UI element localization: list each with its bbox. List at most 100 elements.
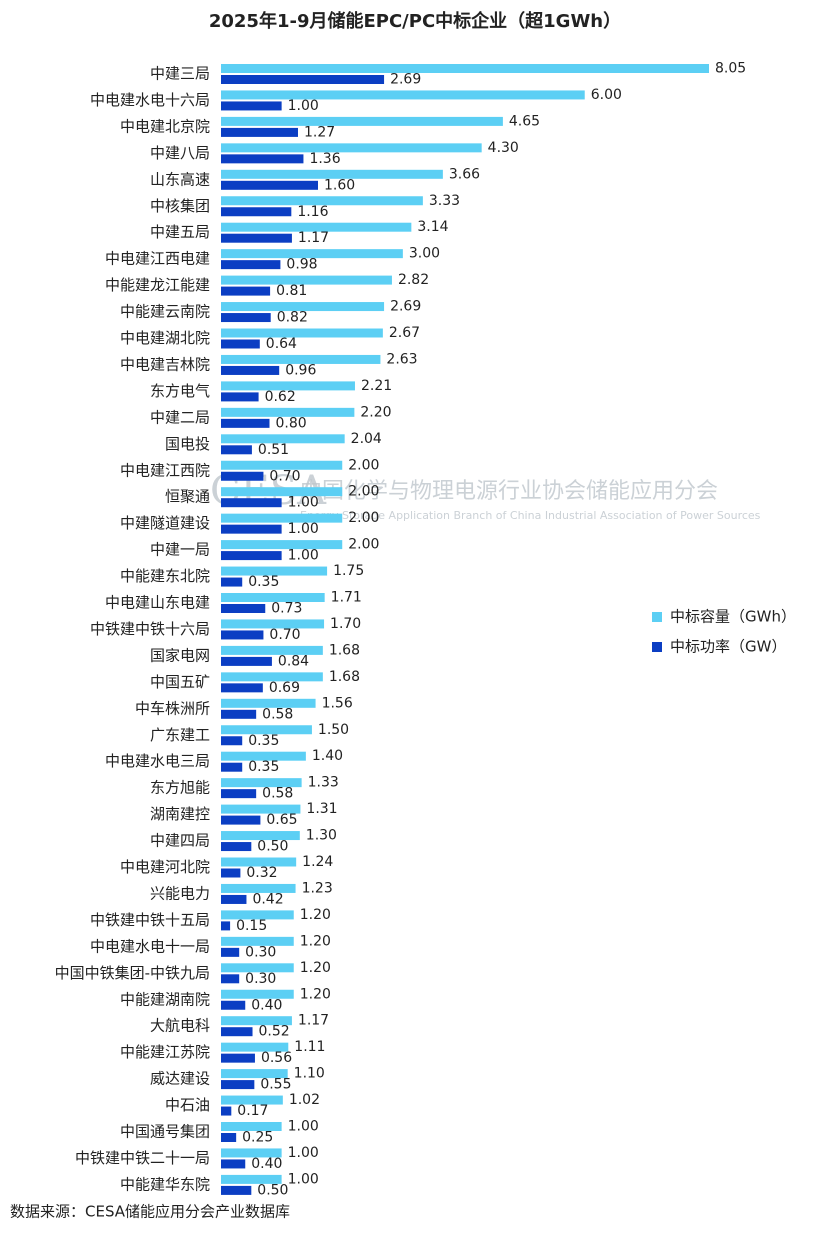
bar xyxy=(221,936,294,946)
watermark-name: 中国化学与物理电源行业协会储能应用分会 xyxy=(300,479,718,504)
source-note: 数据来源：CESA储能应用分会产业数据库 xyxy=(10,1203,290,1221)
value-label: 6.00 xyxy=(591,87,622,103)
bar xyxy=(221,540,343,550)
bar xyxy=(221,286,271,296)
bar xyxy=(221,260,281,270)
value-label: 1.40 xyxy=(312,748,343,764)
bar xyxy=(221,857,297,867)
bar xyxy=(221,709,257,719)
bar xyxy=(221,762,243,772)
bar xyxy=(221,683,263,693)
value-label: 4.65 xyxy=(509,113,540,129)
bar xyxy=(221,619,325,629)
value-label: 0.42 xyxy=(252,891,283,907)
value-label: 0.25 xyxy=(242,1130,273,1146)
bar xyxy=(221,513,343,523)
bar xyxy=(221,551,282,561)
value-label: 0.69 xyxy=(269,680,300,696)
bar xyxy=(221,1095,283,1105)
bar xyxy=(221,169,443,179)
category-label: 中电建水电十一局 xyxy=(90,937,210,955)
category-label: 中车株洲所 xyxy=(135,699,210,717)
bar xyxy=(221,1016,292,1026)
bar xyxy=(221,698,316,708)
category-label: 中能建云南院 xyxy=(120,303,210,321)
value-label: 0.65 xyxy=(266,812,297,828)
value-label: 1.00 xyxy=(288,98,319,114)
value-label: 0.62 xyxy=(265,389,296,405)
value-label: 2.00 xyxy=(348,484,379,500)
value-label: 1.20 xyxy=(300,986,331,1002)
bar xyxy=(221,313,271,323)
value-label: 1.23 xyxy=(302,880,333,896)
bar xyxy=(221,207,292,217)
bar xyxy=(221,1185,252,1195)
value-label: 0.84 xyxy=(278,653,309,669)
category-label: 中建八局 xyxy=(150,144,210,162)
category-label: 中建三局 xyxy=(150,65,210,83)
bar xyxy=(221,233,292,243)
value-label: 1.20 xyxy=(300,907,331,923)
bar xyxy=(221,566,328,576)
category-label: 中建一局 xyxy=(150,541,210,559)
value-label: 1.00 xyxy=(288,548,319,564)
bar xyxy=(221,392,259,402)
value-label: 1.00 xyxy=(288,1119,319,1135)
value-label: 0.56 xyxy=(261,1050,292,1066)
value-label: 0.58 xyxy=(262,706,293,722)
value-label: 0.55 xyxy=(260,1077,291,1093)
category-label: 中能建湖南院 xyxy=(120,990,210,1008)
bar xyxy=(221,604,266,613)
category-label: 中建五局 xyxy=(150,223,210,241)
bar xyxy=(221,630,264,640)
bar xyxy=(221,736,243,746)
value-label: 0.96 xyxy=(285,362,316,378)
bar xyxy=(221,656,272,666)
bar xyxy=(221,725,312,735)
value-label: 0.32 xyxy=(246,865,277,881)
bar xyxy=(221,894,247,904)
value-label: 0.50 xyxy=(257,839,288,855)
bar xyxy=(221,1133,237,1142)
bar xyxy=(221,434,345,444)
bar xyxy=(221,947,240,957)
bar xyxy=(221,445,252,455)
category-label: 东方旭能 xyxy=(150,779,210,797)
value-label: 1.75 xyxy=(333,563,364,579)
value-label: 0.30 xyxy=(245,971,276,987)
category-label: 中国五矿 xyxy=(150,673,210,691)
value-label: 1.56 xyxy=(322,695,353,711)
bar xyxy=(221,524,282,534)
value-label: 3.66 xyxy=(449,166,480,182)
category-label: 东方电气 xyxy=(150,382,210,400)
value-label: 2.00 xyxy=(348,537,379,553)
value-label: 2.69 xyxy=(390,72,421,88)
category-label: 中铁建中铁二十一局 xyxy=(75,1149,210,1167)
bar xyxy=(221,1069,288,1079)
bar xyxy=(221,804,301,814)
bar xyxy=(221,1148,282,1158)
bar xyxy=(221,593,325,602)
category-label: 中电建河北院 xyxy=(120,858,210,876)
bar xyxy=(221,1000,246,1010)
value-label: 0.70 xyxy=(269,468,300,484)
value-label: 0.51 xyxy=(258,442,289,458)
bar xyxy=(221,116,503,126)
value-label: 0.98 xyxy=(286,257,317,273)
value-label: 3.00 xyxy=(409,246,440,262)
bar xyxy=(221,1106,232,1116)
category-label: 中石油 xyxy=(165,1096,210,1114)
value-label: 0.40 xyxy=(251,1156,282,1172)
value-label: 1.27 xyxy=(304,124,335,140)
value-label: 4.30 xyxy=(488,140,519,156)
value-label: 0.52 xyxy=(259,1024,290,1040)
value-label: 1.30 xyxy=(306,828,337,844)
value-label: 8.05 xyxy=(715,61,746,77)
bar xyxy=(221,127,298,137)
bar xyxy=(221,1080,255,1090)
value-label: 0.50 xyxy=(257,1182,288,1198)
bar xyxy=(221,842,252,852)
value-label: 1.17 xyxy=(298,1013,329,1029)
category-label: 山东高速 xyxy=(150,170,210,188)
